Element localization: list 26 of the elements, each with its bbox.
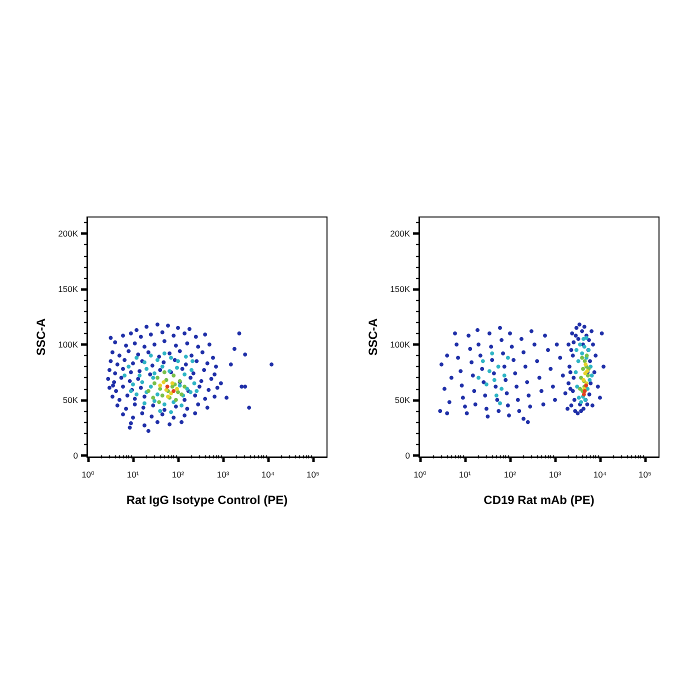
y-tick-label: 200K (58, 228, 78, 239)
y-tick-label: 100K (390, 339, 410, 350)
x-tick-label: 10¹ (458, 470, 472, 480)
x-tick-label: 10⁰ (414, 470, 428, 480)
y-tick-label: 150K (58, 284, 78, 294)
y-axis-title: SSC-A (34, 318, 48, 356)
y-axis-title: SSC-A (366, 318, 380, 356)
x-tick-label: 10⁴ (261, 470, 275, 480)
y-tick-label: 50K (62, 394, 78, 405)
y-tick-label: 0 (405, 450, 410, 460)
y-tick-label: 100K (58, 339, 78, 350)
x-axis-title: CD19 Rat mAb (PE) (484, 493, 594, 507)
x-tick-label: 10⁵ (306, 470, 320, 480)
x-tick-label: 10² (504, 470, 516, 480)
x-tick-label: 10² (172, 470, 184, 480)
x-tick-label: 10⁴ (593, 470, 607, 480)
y-tick-label: 50K (394, 394, 410, 405)
y-tick-label: 200K (390, 228, 410, 239)
x-axis-title: Rat IgG Isotype Control (PE) (126, 493, 288, 507)
x-tick-label: 10³ (548, 470, 562, 480)
x-tick-label: 10⁰ (82, 470, 96, 480)
x-tick-label: 10⁵ (638, 470, 652, 480)
y-tick-label: 150K (390, 284, 410, 294)
x-tick-label: 10¹ (126, 470, 140, 480)
y-tick-label: 0 (73, 450, 78, 460)
x-tick-label: 10³ (216, 470, 230, 480)
